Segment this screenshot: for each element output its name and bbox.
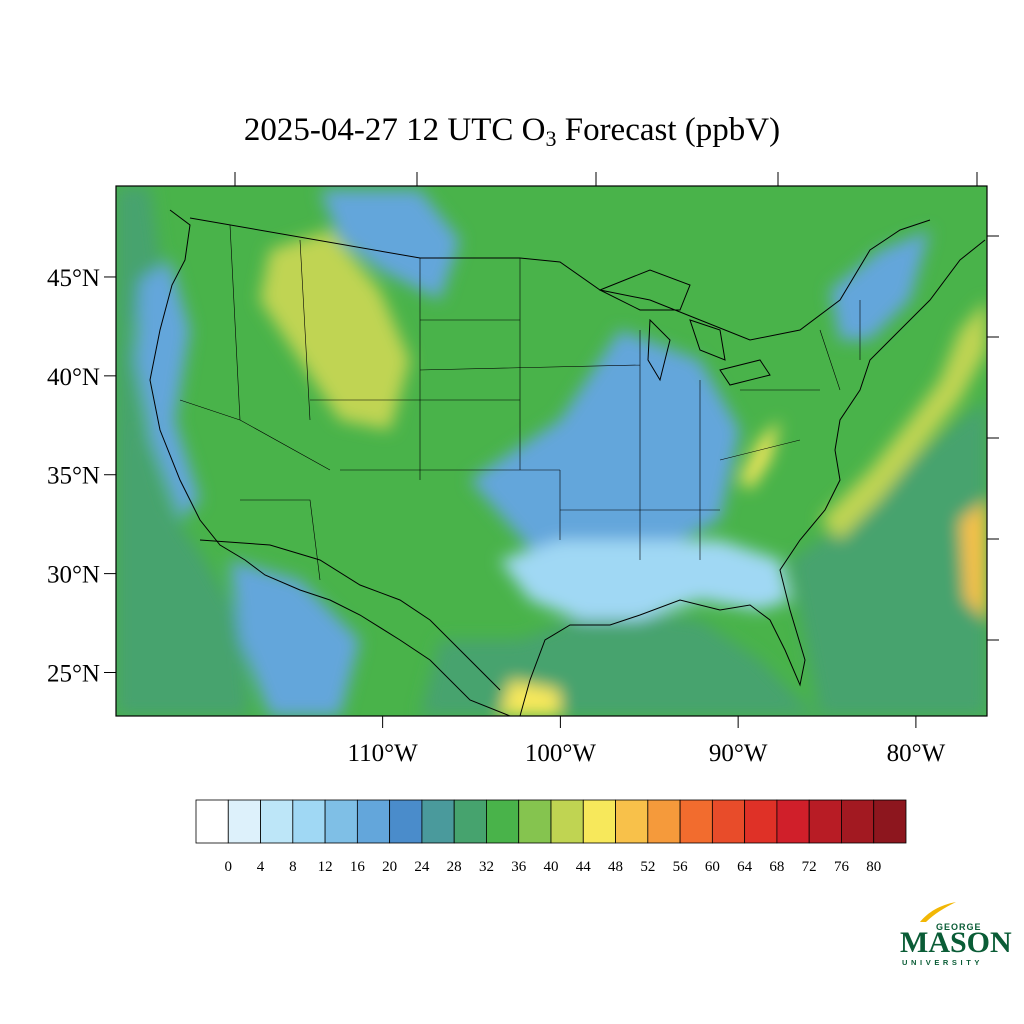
colorbar-swatch <box>647 799 681 844</box>
colorbar-swatch <box>615 799 649 844</box>
coastlines-and-borders <box>149 209 986 716</box>
colorbar-tick-label: 28 <box>447 859 462 875</box>
lat-tick-label: 45°N <box>47 265 100 292</box>
field-northwest-blue <box>320 190 460 300</box>
colorbar-swatch <box>873 799 907 844</box>
lon-tick-label: 100°W <box>525 740 596 767</box>
title-subscript: 3 <box>545 126 557 151</box>
field-atlantic-plume <box>820 300 987 540</box>
colorbar-tick-label: 72 <box>802 859 817 875</box>
field-texas-yellow <box>500 680 560 716</box>
colorbar-tick-label: 0 <box>225 859 233 875</box>
colorbar-tick-label: 16 <box>350 859 366 875</box>
ozone-field <box>116 186 987 716</box>
lat-tick-label: 35°N <box>47 463 100 490</box>
colorbar-tick-label: 52 <box>640 859 655 875</box>
field-west-coast-blue <box>135 260 200 520</box>
logo-george-text: GEORGE <box>936 922 982 932</box>
colorbar-tick-label: 44 <box>576 859 592 875</box>
colorbar-swatch <box>421 799 455 844</box>
colorbar-swatch <box>518 799 552 844</box>
field-southeast-coast <box>500 540 790 620</box>
colorbar-swatch <box>486 799 520 844</box>
colorbar-swatch <box>453 799 487 844</box>
colorbar-swatch <box>711 799 746 844</box>
colorbar-tick-label: 36 <box>511 859 527 875</box>
colorbar-swatch <box>292 799 326 844</box>
colorbar-tick-label: 80 <box>866 859 881 875</box>
lon-tick-label: 110°W <box>348 740 419 767</box>
map-title: 2025-04-27 12 UTC O3 Forecast (ppbV) <box>0 112 1024 152</box>
us-coastline <box>149 209 986 716</box>
colorbar-tick-label: 56 <box>673 859 689 875</box>
colorbar-swatch <box>841 799 875 844</box>
colorbar-tick-label: 40 <box>544 859 559 875</box>
colorbar-swatch <box>260 799 294 844</box>
map-axes: 45°N 40°N 35°N 30°N 25°N 110°W 100°W 90°W 80°W <box>47 172 999 767</box>
logo-mason-text: MASON <box>900 926 1012 959</box>
colorbar-swatch <box>744 799 778 844</box>
colorbar-swatch <box>550 799 584 844</box>
field-rockies-high <box>260 230 410 430</box>
field-appalachian-yellow <box>740 420 780 490</box>
lat-tick-label: 40°N <box>47 364 100 391</box>
title-prefix: 2025-04-27 12 UTC O <box>243 112 546 148</box>
colorbar-tick-label: 32 <box>479 859 494 875</box>
colorbar-swatch <box>389 799 423 844</box>
lon-tick-label: 80°W <box>887 740 946 767</box>
colorbar: 0 4 8 12 16 20 24 28 32 36 40 44 48 52 56 60 64 68 72 76 80 <box>195 799 907 875</box>
lon-tick-label: 90°W <box>709 740 768 767</box>
field-pacific <box>116 186 250 716</box>
state-lines <box>179 224 861 581</box>
colorbar-swatch <box>808 799 842 844</box>
map-frame <box>115 185 988 717</box>
colorbar-swatch <box>195 799 229 844</box>
great-lakes <box>598 269 771 386</box>
logo-university-text: UNIVERSITY <box>902 958 984 967</box>
colorbar-tick-label: 8 <box>289 859 297 875</box>
gmu-logo: GEORGE MASON UNIVERSITY <box>898 900 1012 970</box>
colorbar-swatch <box>356 799 391 844</box>
field-far-atlantic-max <box>960 500 987 620</box>
colorbar-tick-label: 60 <box>705 859 720 875</box>
colorbar-tick-label: 4 <box>257 859 265 875</box>
colorbar-swatch <box>324 799 358 844</box>
colorbar-swatch <box>776 799 810 844</box>
field-atlantic <box>790 400 987 716</box>
colorbar-swatch <box>227 799 261 844</box>
colorbar-swatch <box>679 799 713 844</box>
colorbar-tick-label: 64 <box>737 859 753 875</box>
colorbar-tick-label: 12 <box>318 859 333 875</box>
colorbar-tick-label: 20 <box>382 859 397 875</box>
us-mexico-border <box>199 539 501 691</box>
gmu-swoosh-icon <box>920 902 956 922</box>
colorbar-tick-label: 76 <box>834 859 850 875</box>
colorbar-tick-label: 68 <box>769 859 784 875</box>
field-mississippi-valley <box>470 330 740 560</box>
colorbar-swatch <box>582 799 616 844</box>
title-suffix: Forecast (ppbV) <box>556 112 781 148</box>
colorbar-tick-label: 48 <box>608 859 623 875</box>
field-northeast-blue <box>830 230 930 340</box>
lat-tick-label: 30°N <box>47 562 100 589</box>
colorbar-tick-label: 24 <box>414 859 430 875</box>
lat-tick-label: 25°N <box>47 660 100 687</box>
field-mexico-blue <box>230 560 360 716</box>
